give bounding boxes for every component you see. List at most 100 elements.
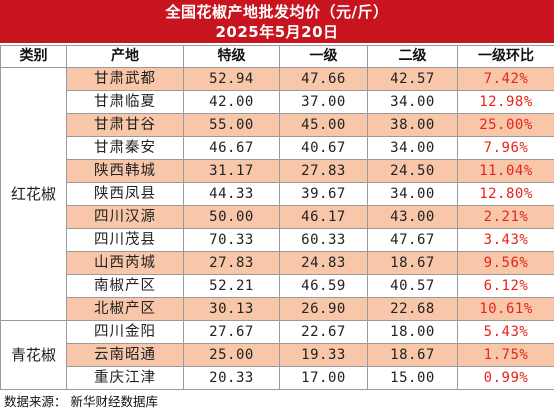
first-price-cell: 40.67 xyxy=(279,136,368,160)
second-price-cell: 34.00 xyxy=(367,90,458,114)
origin-cell: 甘肃武都 xyxy=(66,67,184,91)
origin-cell: 云南昭通 xyxy=(66,343,184,367)
table-row: 北椒产区 30.13 26.90 22.68 10.61% xyxy=(1,297,554,321)
second-price-cell: 34.00 xyxy=(367,136,458,160)
second-price-cell: 47.67 xyxy=(367,228,458,252)
special-price-cell: 52.21 xyxy=(183,274,280,298)
header-category: 类别 xyxy=(0,45,67,68)
table-row: 云南昭通 25.00 19.33 18.67 1.75% xyxy=(1,343,554,367)
data-source-label: 数据来源： xyxy=(4,394,67,409)
origin-cell: 南椒产区 xyxy=(66,274,184,298)
second-price-cell: 40.57 xyxy=(367,274,458,298)
header-first-grade-change: 一级环比 xyxy=(457,45,554,68)
table-row: 陕西韩城 31.17 27.83 24.50 11.04% xyxy=(1,159,554,183)
table-date: 2025年5月20日 xyxy=(215,23,339,41)
table-row: 重庆江津 20.33 17.00 15.00 0.99% xyxy=(1,366,554,390)
table-row: 红花椒 甘肃武都 52.94 47.66 42.57 7.42% xyxy=(0,67,554,321)
first-price-cell: 47.66 xyxy=(279,67,368,91)
header-special-grade: 特级 xyxy=(183,45,280,68)
first-price-cell: 19.33 xyxy=(279,343,368,367)
special-price-cell: 27.67 xyxy=(183,320,280,344)
first-price-cell: 46.17 xyxy=(279,205,368,229)
header-origin: 产地 xyxy=(66,45,184,68)
header-second-grade: 二级 xyxy=(367,45,458,68)
table-title-bar: 全国花椒产地批发均价（元/斤） 2025年5月20日 xyxy=(0,0,554,43)
origin-cell: 甘肃秦安 xyxy=(66,136,184,160)
special-price-cell: 30.13 xyxy=(183,297,280,321)
origin-cell: 四川金阳 xyxy=(66,320,184,344)
first-price-cell: 60.33 xyxy=(279,228,368,252)
second-price-cell: 42.57 xyxy=(367,67,458,91)
change-cell: 10.61% xyxy=(457,297,554,321)
change-cell: 25.00% xyxy=(457,113,554,137)
change-cell: 6.12% xyxy=(457,274,554,298)
second-price-cell: 18.67 xyxy=(367,343,458,367)
first-price-cell: 17.00 xyxy=(279,366,368,390)
change-cell: 9.56% xyxy=(457,251,554,275)
table-body: 红花椒 甘肃武都 52.94 47.66 42.57 7.42% 甘肃临夏 42… xyxy=(0,67,554,390)
second-price-cell: 24.50 xyxy=(367,159,458,183)
first-price-cell: 24.83 xyxy=(279,251,368,275)
special-price-cell: 44.33 xyxy=(183,182,280,206)
change-cell: 0.99% xyxy=(457,366,554,390)
data-source-note: 数据来源： 新华财经数据库 xyxy=(4,393,162,411)
change-cell: 7.96% xyxy=(457,136,554,160)
change-cell: 12.98% xyxy=(457,90,554,114)
special-price-cell: 46.67 xyxy=(183,136,280,160)
special-price-cell: 50.00 xyxy=(183,205,280,229)
special-price-cell: 25.00 xyxy=(183,343,280,367)
special-price-cell: 55.00 xyxy=(183,113,280,137)
category-green-pepper: 青花椒 xyxy=(0,320,67,390)
second-price-cell: 22.68 xyxy=(367,297,458,321)
category-red-pepper: 红花椒 xyxy=(0,67,67,321)
header-row: 类别 产地 特级 一级 二级 一级环比 xyxy=(0,45,554,68)
change-cell: 3.43% xyxy=(457,228,554,252)
table-row: 山西芮城 27.83 24.83 18.67 9.56% xyxy=(1,251,554,275)
first-price-cell: 22.67 xyxy=(279,320,368,344)
first-price-cell: 37.00 xyxy=(279,90,368,114)
table-row: 甘肃甘谷 55.00 45.00 38.00 25.00% xyxy=(1,113,554,137)
first-price-cell: 27.83 xyxy=(279,159,368,183)
first-price-cell: 26.90 xyxy=(279,297,368,321)
origin-cell: 四川茂县 xyxy=(66,228,184,252)
origin-cell: 北椒产区 xyxy=(66,297,184,321)
second-price-cell: 38.00 xyxy=(367,113,458,137)
special-price-cell: 20.33 xyxy=(183,366,280,390)
change-cell: 11.04% xyxy=(457,159,554,183)
price-table: 类别 产地 特级 一级 二级 一级环比 红花椒 甘肃武都 52.94 47.66… xyxy=(0,45,554,390)
origin-cell: 重庆江津 xyxy=(66,366,184,390)
second-price-cell: 43.00 xyxy=(367,205,458,229)
first-price-cell: 46.59 xyxy=(279,274,368,298)
special-price-cell: 42.00 xyxy=(183,90,280,114)
origin-cell: 陕西凤县 xyxy=(66,182,184,206)
second-price-cell: 18.00 xyxy=(367,320,458,344)
change-cell: 5.43% xyxy=(457,320,554,344)
origin-cell: 四川汉源 xyxy=(66,205,184,229)
special-price-cell: 27.83 xyxy=(183,251,280,275)
second-price-cell: 18.67 xyxy=(367,251,458,275)
special-price-cell: 52.94 xyxy=(183,67,280,91)
first-price-cell: 45.00 xyxy=(279,113,368,137)
table-title: 全国花椒产地批发均价（元/斤） xyxy=(165,3,389,21)
data-source-value: 新华财经数据库 xyxy=(70,394,159,409)
change-cell: 1.75% xyxy=(457,343,554,367)
origin-cell: 山西芮城 xyxy=(66,251,184,275)
table-row: 陕西凤县 44.33 39.67 34.00 12.80% xyxy=(1,182,554,206)
header-first-grade: 一级 xyxy=(279,45,368,68)
second-price-cell: 15.00 xyxy=(367,366,458,390)
change-cell: 7.42% xyxy=(457,67,554,91)
second-price-cell: 34.00 xyxy=(367,182,458,206)
origin-cell: 陕西韩城 xyxy=(66,159,184,183)
origin-cell: 甘肃甘谷 xyxy=(66,113,184,137)
special-price-cell: 31.17 xyxy=(183,159,280,183)
origin-cell: 甘肃临夏 xyxy=(66,90,184,114)
table-row: 四川汉源 50.00 46.17 43.00 2.21% xyxy=(1,205,554,229)
special-price-cell: 70.33 xyxy=(183,228,280,252)
table-row: 青花椒 四川金阳 27.67 22.67 18.00 5.43% xyxy=(0,320,554,390)
table-row: 南椒产区 52.21 46.59 40.57 6.12% xyxy=(1,274,554,298)
table-row: 四川茂县 70.33 60.33 47.67 3.43% xyxy=(1,228,554,252)
change-cell: 2.21% xyxy=(457,205,554,229)
first-price-cell: 39.67 xyxy=(279,182,368,206)
table-row: 甘肃秦安 46.67 40.67 34.00 7.96% xyxy=(1,136,554,160)
table-row: 甘肃临夏 42.00 37.00 34.00 12.98% xyxy=(1,90,554,114)
